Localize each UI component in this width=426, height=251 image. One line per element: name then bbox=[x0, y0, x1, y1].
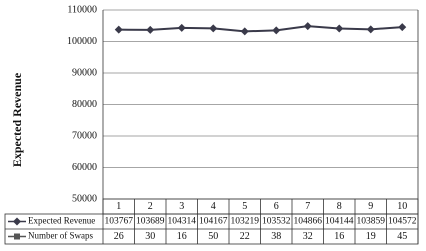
x-tick-label: 1 bbox=[116, 201, 121, 212]
y-tick-label: 100000 bbox=[67, 36, 97, 47]
marker bbox=[240, 27, 249, 36]
table-value: 50 bbox=[208, 231, 218, 242]
table-value: 45 bbox=[397, 231, 407, 242]
table-value: 103689 bbox=[136, 217, 165, 227]
table-value: 103767 bbox=[105, 217, 134, 227]
marker bbox=[303, 22, 312, 31]
x-tick-label: 7 bbox=[305, 201, 310, 212]
table-value: 16 bbox=[177, 231, 187, 242]
table-value: 19 bbox=[366, 231, 376, 242]
x-tick-label: 9 bbox=[368, 201, 373, 212]
x-tick-label: 4 bbox=[211, 201, 216, 212]
marker bbox=[398, 23, 407, 32]
table-value: 104314 bbox=[168, 217, 197, 227]
marker bbox=[366, 25, 375, 34]
marker bbox=[177, 23, 186, 32]
legend-label: Expected Revenue bbox=[28, 216, 95, 226]
y-tick-label: 70000 bbox=[72, 130, 97, 141]
x-tick-label: 10 bbox=[397, 201, 407, 212]
legend-label: Number of Swaps bbox=[28, 231, 93, 241]
table-value: 30 bbox=[145, 231, 155, 242]
table-value: 104167 bbox=[199, 217, 228, 227]
legend-marker bbox=[13, 217, 21, 226]
x-tick-label: 3 bbox=[179, 201, 184, 212]
marker bbox=[209, 24, 218, 33]
series-line bbox=[118, 25, 403, 33]
legend-marker bbox=[14, 233, 20, 240]
y-tick-label: 80000 bbox=[72, 99, 97, 110]
marker bbox=[272, 26, 281, 35]
marker bbox=[146, 25, 155, 34]
table-value: 22 bbox=[240, 231, 250, 242]
x-tick-label: 8 bbox=[337, 201, 342, 212]
table-value: 104144 bbox=[325, 217, 354, 227]
x-tick-label: 2 bbox=[148, 201, 153, 212]
table-value: 104866 bbox=[294, 217, 323, 227]
y-tick-label: 90000 bbox=[72, 67, 97, 78]
y-tick-label: 50000 bbox=[72, 193, 97, 204]
y-axis-label: Expected Revenue bbox=[10, 72, 24, 167]
marker bbox=[114, 25, 123, 34]
table-value: 26 bbox=[114, 231, 124, 242]
x-tick-label: 5 bbox=[242, 201, 247, 212]
table-value: 104572 bbox=[388, 217, 417, 227]
marker bbox=[335, 24, 344, 33]
table-value: 103219 bbox=[231, 217, 260, 227]
table-value: 32 bbox=[303, 231, 313, 242]
table-value: 103859 bbox=[357, 217, 386, 227]
y-tick-label: 60000 bbox=[72, 162, 97, 173]
table-value: 38 bbox=[271, 231, 281, 242]
table-value: 103532 bbox=[262, 217, 291, 227]
y-tick-label: 110000 bbox=[67, 4, 97, 15]
x-tick-label: 6 bbox=[274, 201, 279, 212]
table-value: 16 bbox=[334, 231, 344, 242]
